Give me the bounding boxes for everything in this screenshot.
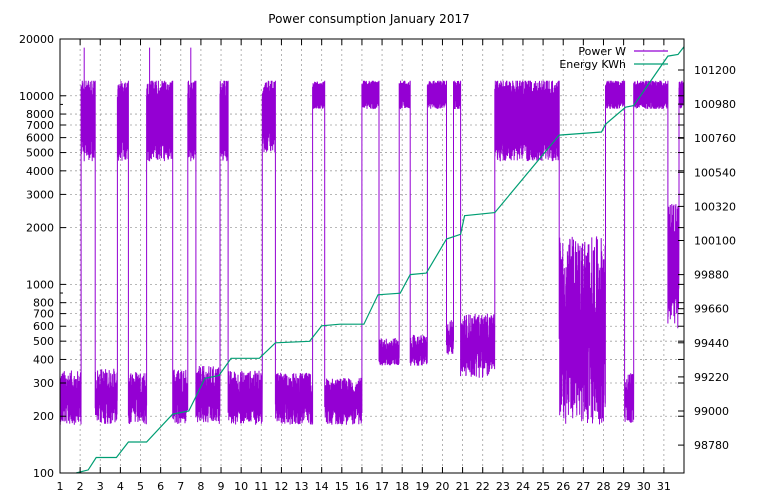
y-right-tick-label: 100100	[694, 235, 736, 248]
x-tick-label: 8	[197, 480, 204, 493]
y-left-tick-label: 600	[33, 320, 54, 333]
x-tick-label: 31	[657, 480, 671, 493]
legend-label-power: Power W	[578, 45, 626, 58]
x-tick-label: 2	[77, 480, 84, 493]
y-right-tick-label: 100760	[694, 132, 736, 145]
x-tick-label: 28	[596, 480, 610, 493]
x-tick-label: 24	[516, 480, 530, 493]
y-left-tick-label: 800	[33, 297, 54, 310]
y-left-tick-label: 8000	[26, 108, 54, 121]
y-left-tick-label: 5000	[26, 147, 54, 160]
y-right-tick-label: 98780	[694, 439, 729, 452]
y-left-tick-label: 500	[33, 335, 54, 348]
x-tick-label: 6	[157, 480, 164, 493]
x-tick-label: 27	[576, 480, 590, 493]
y-right-tick-label: 99220	[694, 371, 729, 384]
y-left-tick-label: 3000	[26, 188, 54, 201]
x-tick-label: 22	[476, 480, 490, 493]
legend: Power W Energy KWh	[559, 45, 668, 71]
y-left-tick-label: 10000	[19, 90, 54, 103]
y-left-tick-label: 2000	[26, 222, 54, 235]
x-tick-label: 5	[137, 480, 144, 493]
y-left-tick-label: 300	[33, 377, 54, 390]
x-tick-label: 3	[97, 480, 104, 493]
y-left-tick-label: 6000	[26, 132, 54, 145]
y-left-tick-label: 400	[33, 353, 54, 366]
y-right-tick-label: 100320	[694, 200, 736, 213]
energy-series	[75, 46, 685, 474]
power-line	[59, 47, 685, 425]
x-tick-label: 7	[177, 480, 184, 493]
y-right-tick-label: 99880	[694, 269, 729, 282]
plot-frame	[59, 38, 685, 474]
y-left-tick-label: 200	[33, 410, 54, 423]
chart-title: Power consumption January 2017	[268, 12, 469, 26]
y-left-tick-label: 4000	[26, 165, 54, 178]
power-series	[59, 47, 685, 425]
x-tick-label: 13	[295, 480, 309, 493]
x-tick-label: 11	[254, 480, 268, 493]
x-tick-label: 12	[274, 480, 288, 493]
y-right-tick-label: 99000	[694, 405, 729, 418]
y-right-tick-label: 99440	[694, 337, 729, 350]
y-left-tick-label: 700	[33, 308, 54, 321]
x-tick-label: 10	[234, 480, 248, 493]
y-right-tick-label: 101200	[694, 64, 736, 77]
y-left-tick-label: 100	[33, 467, 54, 480]
x-tick-label: 9	[218, 480, 225, 493]
y-right-tick-label: 100540	[694, 166, 736, 179]
y-left-tick-label: 1000	[26, 278, 54, 291]
x-tick-label: 16	[355, 480, 369, 493]
x-tick-label: 21	[456, 480, 470, 493]
x-tick-label: 19	[415, 480, 429, 493]
x-tick-label: 20	[435, 480, 449, 493]
x-tick-label: 1	[57, 480, 64, 493]
legend-label-energy: Energy KWh	[559, 58, 626, 71]
y-left-tick-label: 7000	[26, 119, 54, 132]
x-tick-label: 29	[617, 480, 631, 493]
x-tick-label: 18	[395, 480, 409, 493]
y-right-tick-label: 99660	[694, 303, 729, 316]
x-tick-label: 26	[556, 480, 570, 493]
x-tick-label: 25	[536, 480, 550, 493]
y-right-tick-label: 100980	[694, 98, 736, 111]
x-tick-label: 14	[315, 480, 329, 493]
energy-line	[75, 46, 685, 474]
x-tick-label: 23	[496, 480, 510, 493]
x-tick-label: 15	[335, 480, 349, 493]
x-tick-label: 4	[117, 480, 124, 493]
x-tick-label: 17	[375, 480, 389, 493]
x-tick-label: 30	[637, 480, 651, 493]
y-left-tick-label: 20000	[19, 33, 54, 46]
